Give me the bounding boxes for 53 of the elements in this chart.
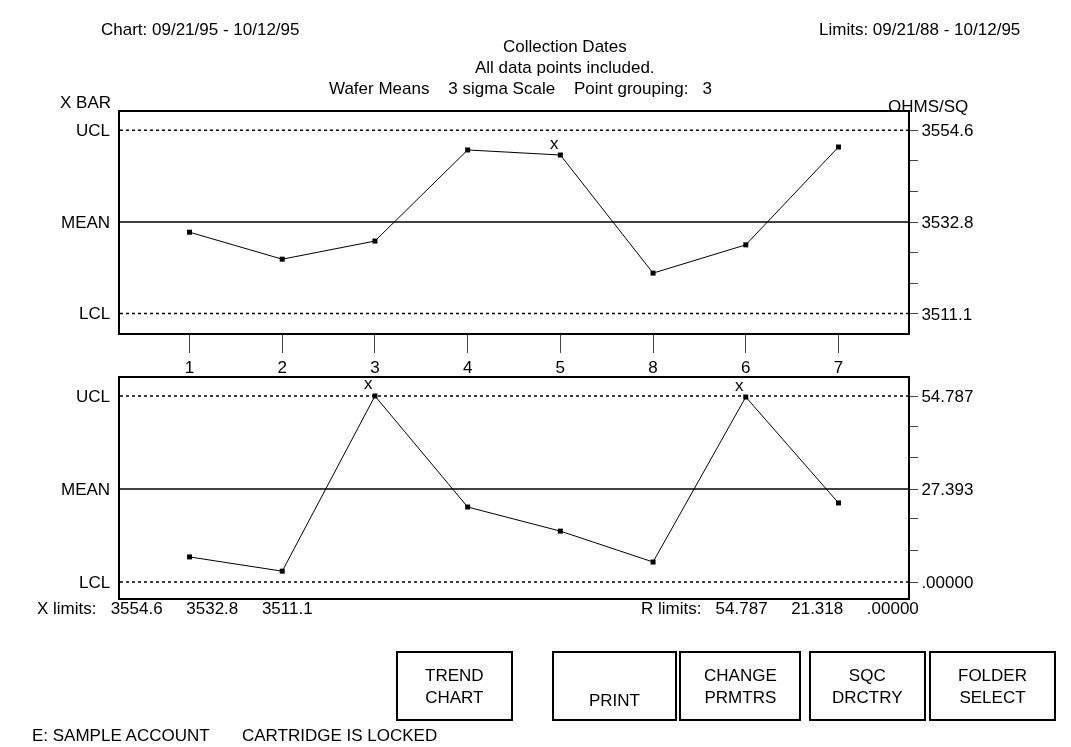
x-tick-label: 8 <box>648 358 658 378</box>
point <box>279 256 285 262</box>
x-tick-label: 3 <box>370 358 380 378</box>
x-tick-label: 5 <box>555 358 566 378</box>
point <box>372 238 378 244</box>
text: R limits: 54.787 21.318 .00000 <box>641 599 919 618</box>
y-tick-label: 3554.6 <box>921 121 974 141</box>
point <box>557 152 563 158</box>
annotation: x <box>735 376 744 395</box>
x-tick-label: 4 <box>462 358 473 378</box>
ref-line-label: LCL <box>79 304 111 323</box>
point <box>835 144 841 150</box>
point <box>187 554 193 560</box>
text: X limits: 3554.6 3532.8 3511.1 <box>37 599 313 618</box>
ref-line-label: MEAN <box>61 480 111 499</box>
point <box>465 504 471 510</box>
point <box>465 147 471 153</box>
point <box>187 229 193 235</box>
text: PRINT <box>589 691 640 710</box>
text: Limits: 09/21/88 - 10/12/95 <box>819 20 1021 39</box>
x-tick-label: 6 <box>741 358 751 378</box>
annotation: x <box>364 374 373 393</box>
text: TREND CHART <box>425 666 484 708</box>
annotation: x <box>550 134 559 153</box>
y-tick-label: .00000 <box>921 572 974 592</box>
text: All data points included. <box>475 58 655 77</box>
text: Chart: 09/21/95 - 10/12/95 <box>101 20 300 39</box>
x-tick-label: 7 <box>833 358 844 378</box>
text: FOLDER SELECT <box>958 666 1027 708</box>
text: CARTRIDGE IS LOCKED <box>242 726 438 745</box>
point <box>650 270 656 276</box>
y-axis-title: OHMS/SQ <box>888 97 969 116</box>
text: E: SAMPLE ACCOUNT <box>32 726 210 745</box>
y-tick-label: 3532.8 <box>921 213 974 233</box>
point <box>835 500 841 506</box>
ref-line-label: LCL <box>79 573 111 592</box>
y-tick-label: 27.393 <box>921 479 974 499</box>
text: X BAR <box>60 93 112 112</box>
x-tick-label: 2 <box>277 358 287 378</box>
point <box>650 559 656 565</box>
ref-line-label: UCL <box>76 121 111 140</box>
point <box>743 242 749 248</box>
point <box>557 528 563 534</box>
y-tick-label: 3511.1 <box>921 304 973 324</box>
ref-line-label: MEAN <box>61 213 111 232</box>
text: SQC DRCTRY <box>832 666 903 708</box>
ref-line-label: UCL <box>76 387 111 406</box>
text: CHANGE PRMTRS <box>704 666 777 708</box>
point <box>279 568 285 574</box>
text: Wafer Means 3 sigma Scale Point grouping: 3 <box>329 79 712 98</box>
chart-title: Collection Dates <box>503 37 627 56</box>
x-tick-label: 1 <box>184 358 195 378</box>
y-tick-label: 54.787 <box>921 386 974 406</box>
